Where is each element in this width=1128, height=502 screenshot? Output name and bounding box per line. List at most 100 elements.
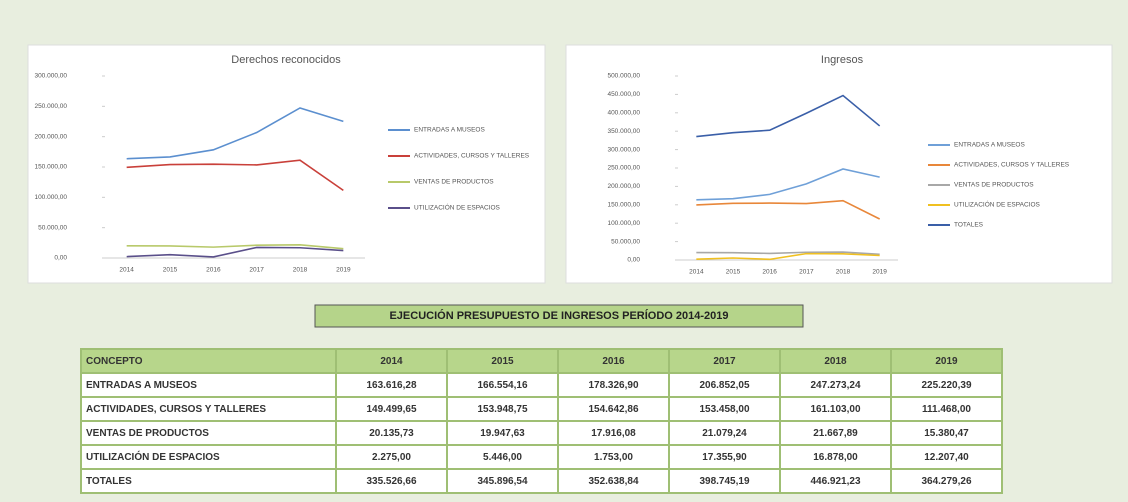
table-cell: 2014 xyxy=(335,348,448,374)
y-tick-label: 450.000,00 xyxy=(607,91,640,98)
legend-label: VENTAS DE PRODUCTOS xyxy=(954,182,1034,189)
x-tick-label: 2016 xyxy=(762,269,777,276)
table-cell: 153.948,75 xyxy=(446,396,559,422)
legend-label: VENTAS DE PRODUCTOS xyxy=(414,179,494,186)
y-tick-label: 400.000,00 xyxy=(607,110,640,117)
y-tick-label: 150.000,00 xyxy=(34,164,67,171)
table-cell: 345.896,54 xyxy=(446,468,559,494)
table-cell: 153.458,00 xyxy=(668,396,781,422)
x-tick-label: 2018 xyxy=(836,269,851,276)
table-cell: ENTRADAS A MUSEOS xyxy=(80,372,337,398)
table-cell: 154.642,86 xyxy=(557,396,670,422)
table-cell: 166.554,16 xyxy=(446,372,559,398)
legend-label: UTILIZACIÓN DE ESPACIOS xyxy=(954,200,1041,209)
table-row: ENTRADAS A MUSEOS 163.616,28 166.554,16 178… xyxy=(80,372,1003,398)
table-cell: 335.526,66 xyxy=(335,468,448,494)
table: CONCEPTO 2014 2015 2016 2017 2018 2019 ENTRADAS… xyxy=(80,348,1003,494)
series-line xyxy=(126,246,344,258)
table-cell: 2016 xyxy=(557,348,670,374)
legend-label: TOTALES xyxy=(954,222,984,229)
series-line xyxy=(696,94,881,138)
table-cell: 247.273,24 xyxy=(779,372,892,398)
table-cell: 149.499,65 xyxy=(335,396,448,422)
x-tick-label: 2015 xyxy=(163,267,178,274)
y-tick-label: 100.000,00 xyxy=(607,220,640,227)
table-row: VENTAS DE PRODUCTOS 20.135,73 19.947,63 17.… xyxy=(80,420,1003,446)
table-cell: 21.667,89 xyxy=(779,420,892,446)
y-tick-label: 50.000,00 xyxy=(38,224,67,231)
series-line xyxy=(696,168,880,201)
legend-label: ACTIVIDADES, CURSOS Y TALLERES xyxy=(414,153,530,160)
table-cell: 15.380,47 xyxy=(890,420,1003,446)
series-line xyxy=(126,159,344,192)
table-cell: TOTALES xyxy=(80,468,337,494)
x-tick-label: 2018 xyxy=(293,267,308,274)
series-line xyxy=(696,252,880,261)
table-cell: 161.103,00 xyxy=(779,396,892,422)
chart-frame xyxy=(27,44,546,284)
y-tick-label: 350.000,00 xyxy=(607,128,640,135)
table-cell: 163.616,28 xyxy=(335,372,448,398)
table-cell: 2018 xyxy=(779,348,892,374)
table-cell: 364.279,26 xyxy=(890,468,1003,494)
table-cell: 19.947,63 xyxy=(446,420,559,446)
series-line xyxy=(126,107,344,160)
x-tick-label: 2015 xyxy=(726,269,741,276)
table-cell: 206.852,05 xyxy=(668,372,781,398)
table-cell: 446.921,23 xyxy=(779,468,892,494)
table-cell: 111.468,00 xyxy=(890,396,1003,422)
table-row: UTILIZACIÓN DE ESPACIOS 2.275,00 5.446,00 1… xyxy=(80,444,1003,470)
table-cell: 1.753,00 xyxy=(557,444,670,470)
chart-title: Derechos reconocidos xyxy=(231,54,341,66)
y-tick-label: 50.000,00 xyxy=(611,238,640,245)
table-cell: 20.135,73 xyxy=(335,420,448,446)
y-tick-label: 200.000,00 xyxy=(607,183,640,190)
table-title: EJECUCIÓN PRESUPUESTO DE INGRESOS PERÍOD… xyxy=(389,309,728,322)
series-line xyxy=(696,251,880,256)
legend-label: ENTRADAS A MUSEOS xyxy=(414,127,485,134)
table-cell: 12.207,40 xyxy=(890,444,1003,470)
table-cell: 2019 xyxy=(890,348,1003,374)
y-tick-label: 300.000,00 xyxy=(34,73,67,80)
x-tick-label: 2017 xyxy=(799,269,814,276)
x-tick-label: 2014 xyxy=(689,269,704,276)
legend-label: ENTRADAS A MUSEOS xyxy=(954,142,1025,149)
y-tick-label: 250.000,00 xyxy=(607,165,640,172)
y-tick-label: 200.000,00 xyxy=(34,133,67,140)
y-tick-label: 250.000,00 xyxy=(34,103,67,110)
table-cell: 2.275,00 xyxy=(335,444,448,470)
table-row: CONCEPTO 2014 2015 2016 2017 2018 2019 xyxy=(80,348,1003,374)
series-line xyxy=(696,199,881,220)
y-tick-label: 150.000,00 xyxy=(607,202,640,209)
table-cell: 225.220,39 xyxy=(890,372,1003,398)
table-cell: 5.446,00 xyxy=(446,444,559,470)
table-cell: 21.079,24 xyxy=(668,420,781,446)
table-cell: UTILIZACIÓN DE ESPACIOS xyxy=(80,444,337,470)
x-tick-label: 2019 xyxy=(872,269,887,276)
y-tick-label: 300.000,00 xyxy=(607,146,640,153)
legend-label: ACTIVIDADES, CURSOS Y TALLERES xyxy=(954,162,1070,169)
x-tick-label: 2016 xyxy=(206,267,221,274)
table-cell: ACTIVIDADES, CURSOS Y TALLERES xyxy=(80,396,337,422)
charts: EJECUCIÓN PRESUPUESTO DE INGRESOS PERÍOD… xyxy=(27,44,1113,328)
y-tick-label: 100.000,00 xyxy=(34,194,67,201)
y-tick-label: 500.000,00 xyxy=(607,73,640,80)
x-tick-label: 2014 xyxy=(119,267,134,274)
table-cell: 2017 xyxy=(668,348,781,374)
table-row: TOTALES 335.526,66 345.896,54 352.638,84 398… xyxy=(80,468,1003,494)
chart-title: Ingresos xyxy=(821,54,864,66)
table-cell: 17.916,08 xyxy=(557,420,670,446)
chart-frame xyxy=(565,44,1113,284)
x-tick-label: 2019 xyxy=(336,267,351,274)
table-cell: 17.355,90 xyxy=(668,444,781,470)
table-cell: VENTAS DE PRODUCTOS xyxy=(80,420,337,446)
y-tick-label: 0,00 xyxy=(627,257,640,264)
y-tick-label: 0,00 xyxy=(54,255,67,262)
legend-label: UTILIZACIÓN DE ESPACIOS xyxy=(414,203,501,212)
table-cell: 398.745,19 xyxy=(668,468,781,494)
x-tick-label: 2017 xyxy=(249,267,264,274)
table-cell: 16.878,00 xyxy=(779,444,892,470)
table-cell: CONCEPTO xyxy=(80,348,337,374)
table-cell: 178.326,90 xyxy=(557,372,670,398)
